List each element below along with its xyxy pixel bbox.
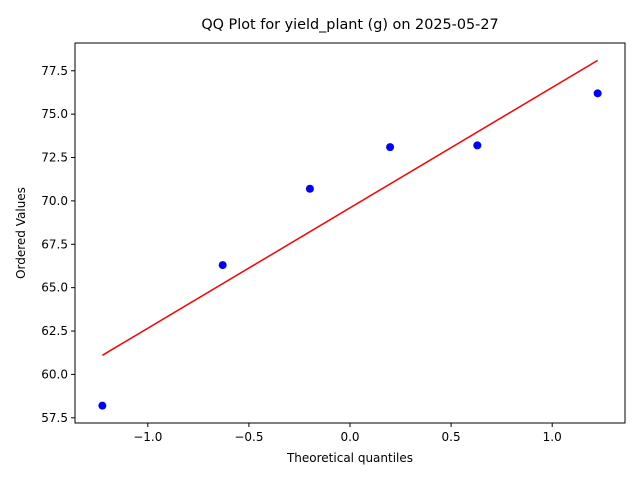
data-point — [593, 89, 602, 98]
x-tick-label: 0.0 — [340, 430, 359, 444]
y-tick-label: 65.0 — [41, 281, 68, 295]
plot-area — [98, 59, 602, 410]
data-point — [98, 401, 107, 410]
x-tick-label: −0.5 — [234, 430, 263, 444]
data-point — [218, 261, 227, 270]
y-tick-label: 67.5 — [41, 237, 68, 251]
chart-title: QQ Plot for yield_plant (g) on 2025-05-2… — [201, 17, 498, 33]
y-tick-label: 72.5 — [41, 151, 68, 165]
y-tick-label: 57.5 — [41, 411, 68, 425]
y-axis: 57.5 60.0 62.5 65.0 67.5 70.0 72.5 75.0 77.5 — [41, 64, 75, 425]
y-tick-label: 60.0 — [41, 367, 68, 381]
y-tick-label: 75.0 — [41, 107, 68, 121]
x-tick-label: 1.0 — [543, 430, 562, 444]
y-tick-label: 62.5 — [41, 324, 68, 338]
plot-frame — [74, 42, 626, 424]
fit-line — [101, 59, 599, 356]
y-tick-label: 70.0 — [41, 194, 68, 208]
x-tick-label: 0.5 — [442, 430, 461, 444]
x-tick-label: −1.0 — [133, 430, 162, 444]
data-point — [473, 141, 482, 150]
x-axis-label: Theoretical quantiles — [286, 451, 413, 465]
data-point — [386, 143, 395, 152]
y-axis-label: Ordered Values — [14, 187, 28, 279]
data-point — [305, 184, 314, 193]
x-axis: −1.0 −0.5 0.0 0.5 1.0 — [133, 423, 562, 444]
y-tick-label: 77.5 — [41, 64, 68, 78]
